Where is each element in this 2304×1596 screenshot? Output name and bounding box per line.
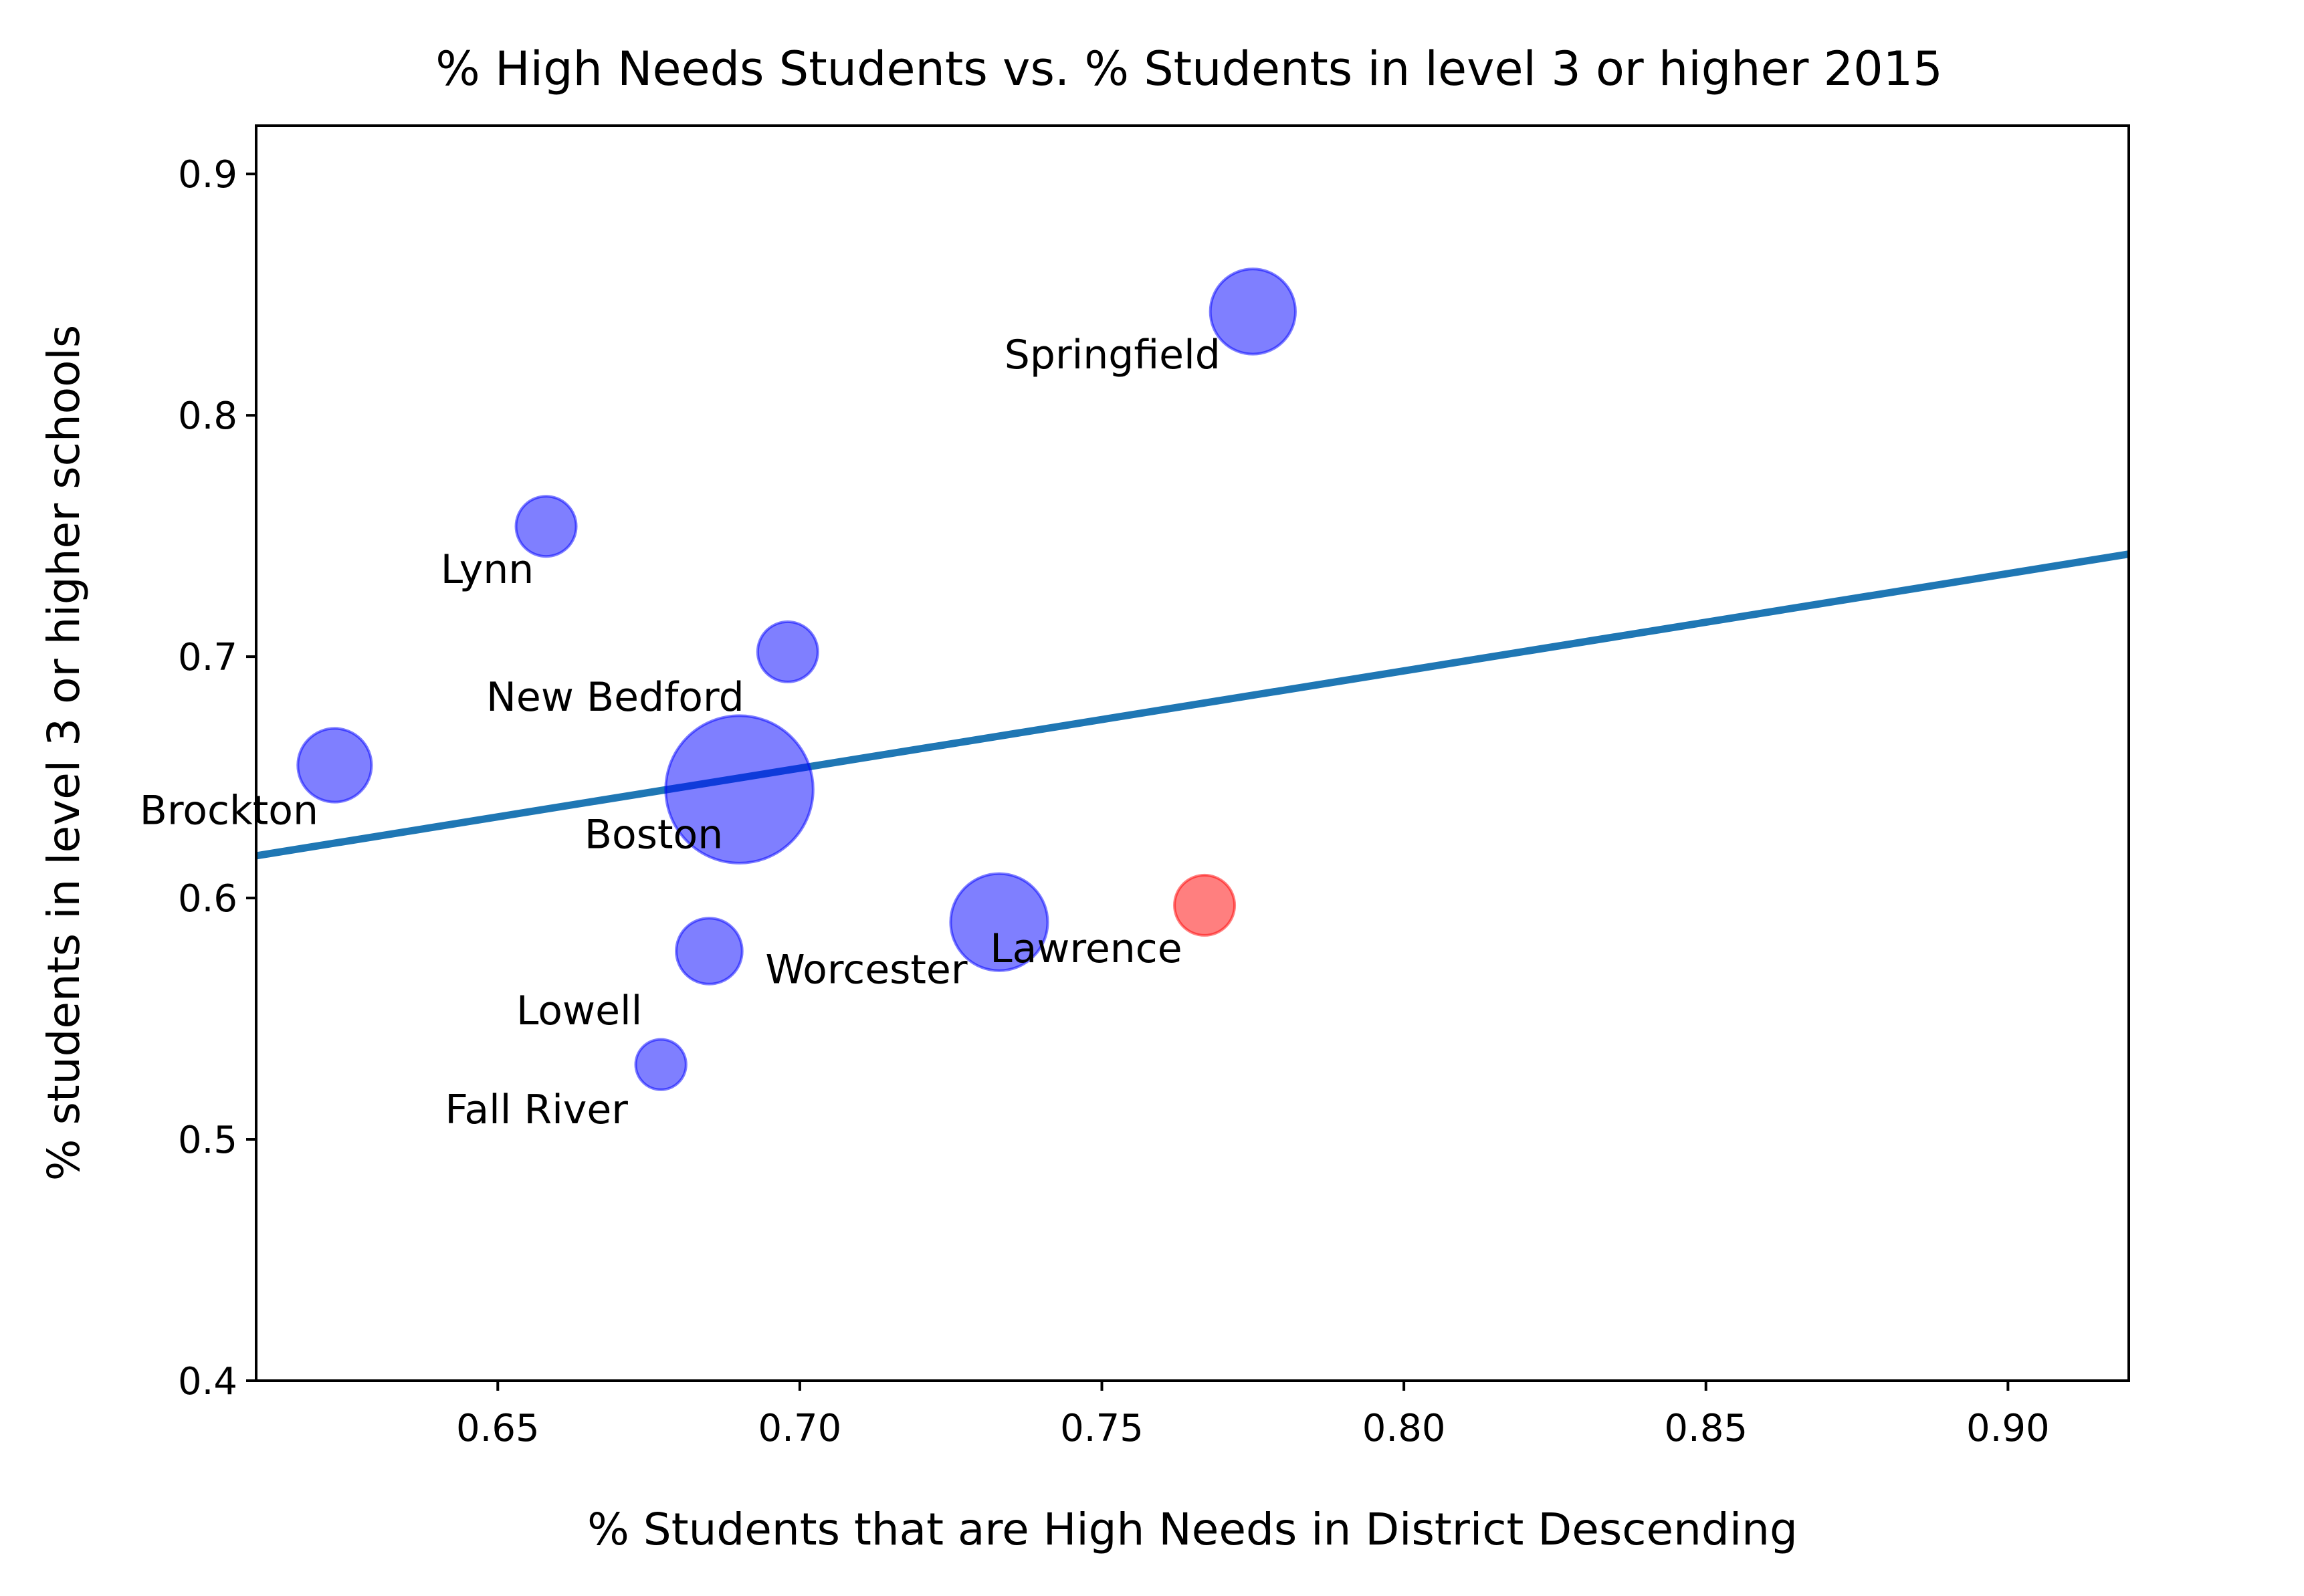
- chart-title: % High Needs Students vs. % Students in …: [435, 41, 1943, 96]
- data-point-worcester: [675, 917, 744, 986]
- bubble-layer: [296, 267, 1297, 1091]
- x-tick-label: 0.80: [1362, 1407, 1446, 1450]
- y-tick-label: 0.4: [178, 1360, 237, 1403]
- x-tick-label: 0.90: [1966, 1407, 2050, 1450]
- y-axis-label: % students in level 3 or higher schools: [38, 325, 90, 1181]
- y-axis: 0.4 0.5 0.6 0.7 0.8 0.9: [178, 153, 256, 1403]
- y-tick-label: 0.5: [178, 1119, 237, 1162]
- y-tick-label: 0.8: [178, 394, 237, 438]
- point-label-brockton: Brockton: [140, 788, 318, 834]
- point-labels: Springfield Lynn New Bedford Brockton Boston…: [140, 332, 1221, 1133]
- data-point-brockton: [296, 727, 373, 804]
- point-label-fall-river: Fall River: [445, 1087, 628, 1133]
- x-tick-label: 0.70: [758, 1407, 842, 1450]
- point-label-worcester: Worcester: [765, 946, 967, 993]
- y-tick-label: 0.6: [178, 877, 237, 921]
- x-tick-label: 0.75: [1060, 1407, 1144, 1450]
- point-label-lowell: Lowell: [516, 988, 642, 1034]
- point-label-boston: Boston: [585, 812, 723, 859]
- plot-area: [256, 550, 2129, 860]
- data-point-new-bedford: [756, 620, 819, 683]
- y-tick-label: 0.9: [178, 153, 237, 197]
- data-point-springfield: [1209, 267, 1297, 356]
- y-tick-label: 0.7: [178, 636, 237, 679]
- point-label-lynn: Lynn: [441, 546, 534, 593]
- data-point-lynn: [514, 495, 578, 558]
- data-point-lawrence: [949, 872, 1049, 972]
- point-label-new-bedford: New Bedford: [486, 674, 744, 721]
- x-axis-label: % Students that are High Needs in Distri…: [587, 1504, 1798, 1555]
- trend-line: [256, 550, 2129, 860]
- plot-frame: [255, 124, 2130, 1382]
- x-axis: 0.65 0.70 0.75 0.80 0.85 0.90: [456, 1381, 2050, 1450]
- x-tick-label: 0.65: [456, 1407, 540, 1450]
- data-point-unlabeled-6: [1173, 873, 1237, 937]
- point-label-lawrence: Lawrence: [990, 925, 1182, 972]
- data-point-lowell: [634, 1038, 688, 1091]
- data-point-boston: [664, 714, 815, 865]
- x-tick-label: 0.85: [1664, 1407, 1748, 1450]
- point-label-springfield: Springfield: [1005, 332, 1221, 378]
